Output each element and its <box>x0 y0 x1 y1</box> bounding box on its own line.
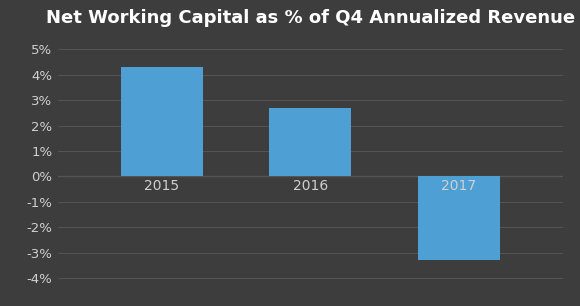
Title: Net Working Capital as % of Q4 Annualized Revenue: Net Working Capital as % of Q4 Annualize… <box>46 9 575 27</box>
Bar <box>121 67 202 176</box>
Bar <box>270 108 351 176</box>
Text: 2016: 2016 <box>293 179 328 193</box>
Text: 2015: 2015 <box>144 179 179 193</box>
Bar <box>418 176 499 260</box>
Text: 2017: 2017 <box>441 179 476 193</box>
